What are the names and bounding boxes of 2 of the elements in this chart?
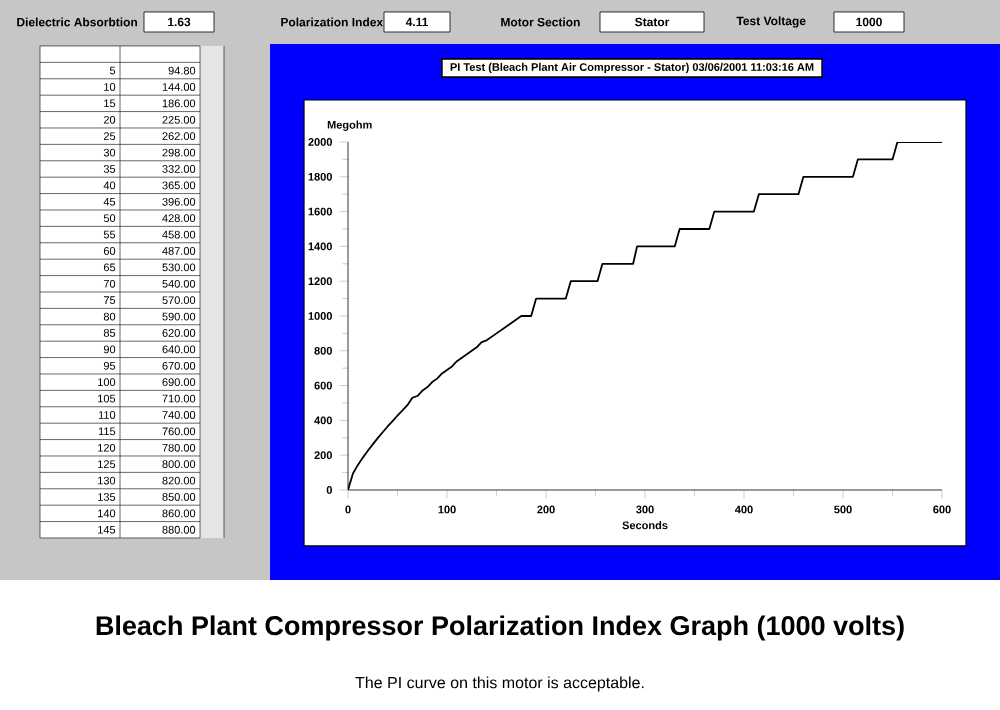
text: Bleach Plant Compressor Polarization Index Graph (1000 volts) — [96, 615, 904, 641]
text: The PI curve on this motor is acceptable. — [355, 676, 644, 692]
